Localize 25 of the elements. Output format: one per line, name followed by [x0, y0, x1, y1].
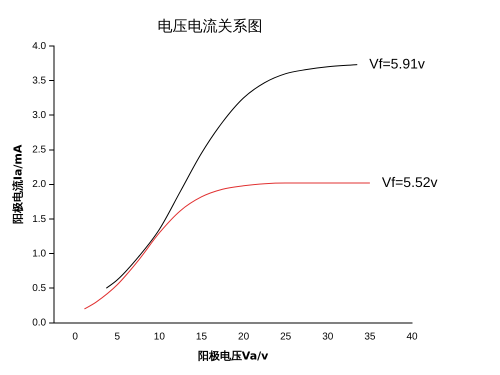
chart-title: 电压电流关系图 — [158, 16, 262, 35]
x-tick-label: 0 — [72, 332, 78, 343]
line-series — [106, 64, 358, 289]
y-axis-title: 阳极电流Ia/mA — [11, 144, 24, 224]
x-tick-label: 10 — [154, 332, 166, 343]
y-tick-label: 0.5 — [32, 282, 47, 294]
x-tick-label: 35 — [364, 332, 376, 343]
y-tick-label: 0.0 — [32, 318, 47, 329]
y-tick-label: 4.0 — [32, 40, 47, 52]
y-tick-label: 1.5 — [32, 214, 47, 225]
y-tick-label: 1.0 — [32, 248, 47, 260]
x-tick-label: 15 — [196, 332, 208, 343]
series-label: Vf=5.52v — [382, 174, 438, 190]
line-series — [84, 182, 370, 310]
y-tick-label: 3.5 — [32, 75, 47, 86]
x-tick-label: 20 — [238, 332, 250, 343]
y-tick-label: 3.0 — [32, 110, 47, 121]
y-tick-label: 2.0 — [32, 179, 47, 190]
y-tick-label: 2.5 — [32, 144, 47, 156]
x-tick-label: 30 — [322, 332, 334, 343]
series-label: Vf=5.91v — [369, 56, 425, 72]
x-tick-label: 40 — [406, 332, 418, 343]
x-tick-label: 25 — [280, 332, 292, 343]
x-tick-label: 5 — [114, 332, 120, 343]
x-axis-title: 阳极电压Va/v — [198, 349, 270, 362]
